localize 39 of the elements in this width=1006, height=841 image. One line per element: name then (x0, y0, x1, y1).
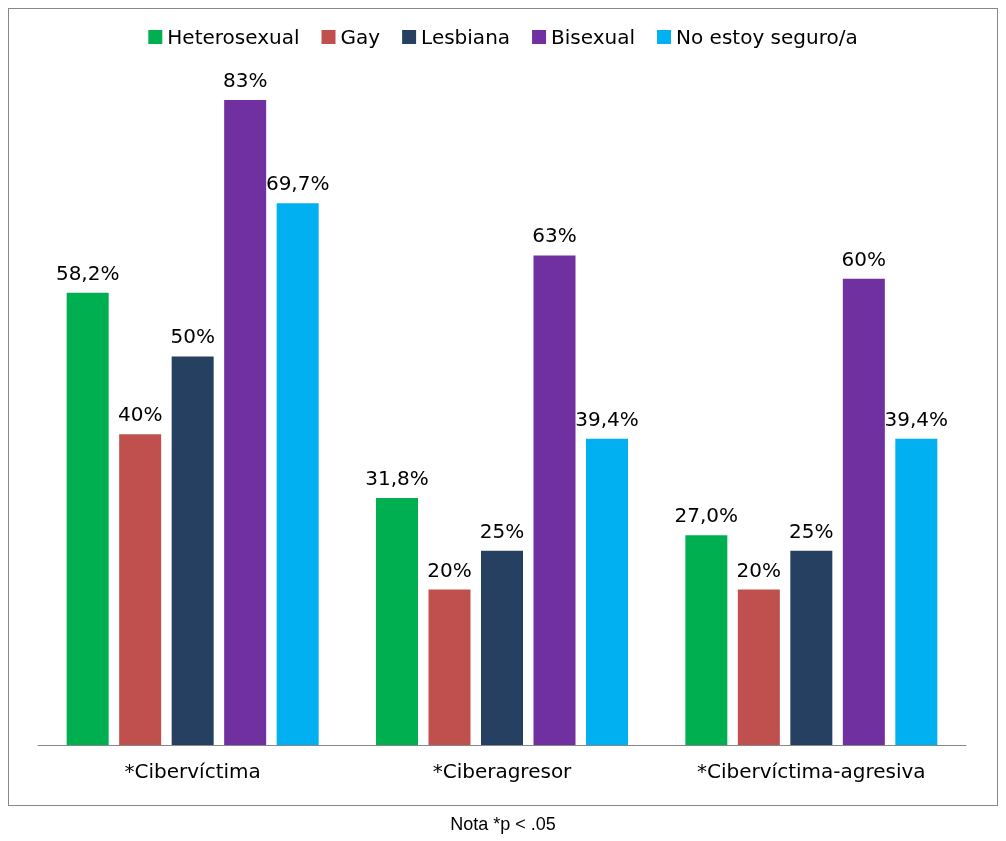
legend-label: Lesbiana (421, 25, 511, 49)
data-label: 50% (170, 324, 215, 349)
legend-label: No estoy seguro/a (676, 25, 858, 49)
data-label: 20% (736, 557, 782, 582)
bar (119, 434, 162, 745)
bar (685, 535, 728, 745)
data-label: 20% (427, 557, 472, 582)
x-tick-label: *Ciberagresor (432, 759, 573, 783)
bar (276, 203, 319, 745)
bar (481, 550, 523, 745)
data-label: 63% (532, 223, 577, 248)
bar (428, 589, 471, 745)
bar (533, 255, 576, 745)
data-label: 69,7% (265, 171, 330, 196)
bar (790, 550, 833, 745)
bar (376, 497, 418, 745)
data-label: 83% (222, 68, 268, 92)
x-tick-label: *Cibervíctima (124, 759, 261, 783)
bar (586, 438, 628, 745)
bar (224, 100, 267, 745)
x-tick-label: *Cibervíctima-agresiva (697, 759, 926, 783)
legend-label: Gay (340, 25, 381, 49)
bar (66, 292, 109, 745)
bar (895, 438, 938, 745)
data-label: 60% (841, 246, 887, 271)
data-label: 39,4% (884, 406, 949, 431)
data-label: 25% (789, 518, 834, 543)
bar (737, 589, 780, 745)
legend-label: Heterosexual (167, 25, 300, 49)
legend-label: Bisexual (551, 25, 636, 49)
data-label: 40% (117, 402, 163, 427)
bar (171, 356, 214, 745)
data-label: 58,2% (55, 260, 120, 285)
data-label: 39,4% (575, 406, 639, 431)
data-label: 25% (479, 518, 525, 543)
bar (842, 278, 885, 745)
text: Nota *p < .05 (449, 814, 557, 835)
data-label: 27,0% (674, 503, 739, 528)
data-label: 31,8% (365, 465, 429, 490)
